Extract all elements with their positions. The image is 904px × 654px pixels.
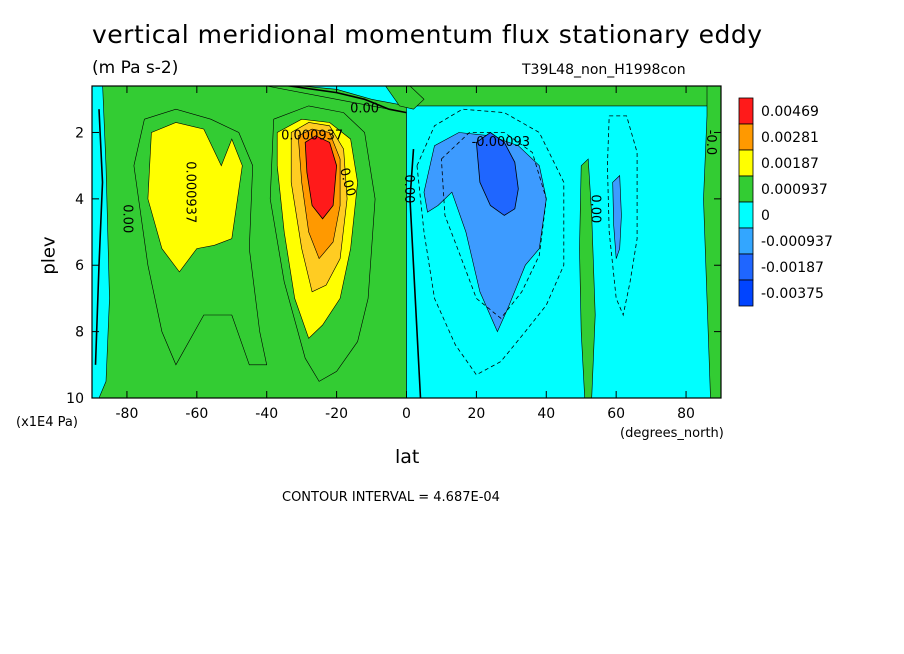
region-nh-polar-green (703, 86, 721, 398)
legend-swatch (738, 175, 754, 203)
region-nh-mid-green (579, 158, 596, 398)
region-sh-jet-red (304, 135, 338, 220)
legend-label: -0.000937 (761, 234, 833, 250)
legend-label: 0.00281 (761, 130, 819, 146)
x-tick-label: 20 (467, 406, 485, 422)
thin-contour-0 (133, 108, 268, 366)
y-tick-label: 2 (75, 125, 84, 141)
run-label: T39L48_non_H1998con (522, 62, 686, 78)
legend-swatch (738, 123, 754, 151)
y-tick-label: 8 (75, 325, 84, 341)
legend-label: 0.00187 (761, 156, 819, 172)
region-sh-green-field (92, 86, 407, 398)
x-tick-label: -80 (116, 406, 139, 422)
legend-swatch (738, 253, 754, 281)
contour-labels: 0.00 0.000937 -0.00093 0.000937 0.00 0.00 0.00… (119, 102, 718, 234)
contour-label-2: -0.00093 (472, 135, 530, 150)
x-axis-label: lat (395, 446, 420, 468)
x-tick-label: 40 (537, 406, 555, 422)
x-tick-label: 80 (677, 406, 695, 422)
shaded-regions (92, 86, 721, 398)
legend-label: -0.00375 (761, 286, 824, 302)
legend-label: 0.00469 (761, 104, 819, 120)
dashed-contour-0 (416, 108, 565, 376)
y-tick-label: 4 (75, 192, 84, 208)
x-tick-label: -20 (325, 406, 348, 422)
contour-label-4: 0.00 (119, 204, 134, 233)
legend-label: 0.000937 (761, 182, 828, 198)
legend-label: -0.00187 (761, 260, 824, 276)
x-axis-units: (degrees_north) (620, 426, 724, 441)
contour-interval: CONTOUR INTERVAL = 4.687E-04 (282, 490, 500, 505)
region-nh-blue-strip (612, 174, 622, 259)
legend-label: 0 (761, 208, 770, 224)
zero-contour-1 (409, 149, 422, 398)
legend-swatch (738, 279, 754, 307)
x-axis-ticks: -80 -60 -40 -20 0 20 40 60 80 (116, 86, 695, 422)
legend-swatch (738, 149, 754, 177)
region-nh-blue-core (475, 132, 519, 216)
y-axis-ticks: 2 4 6 8 10 (66, 125, 721, 407)
thin-contour-1 (269, 105, 376, 382)
contour-label-5: 0.00 (336, 166, 358, 198)
x-tick-label: 60 (607, 406, 625, 422)
region-nh-top-green (385, 86, 425, 110)
y-axis-units: (x1E4 Pa) (16, 415, 78, 430)
y-tick-label: 6 (75, 258, 84, 274)
region-sh-mid-yellow (147, 122, 243, 273)
legend-swatch (738, 97, 754, 125)
contour-label-3: 0.000937 (182, 161, 197, 223)
dashed-contour-2 (606, 115, 638, 317)
dashed-contour-1 (441, 132, 547, 319)
legend-swatch (738, 201, 754, 229)
chart-units: (m Pa s-2) (92, 58, 179, 78)
x-tick-label: 0 (402, 406, 411, 422)
contour-label-0: 0.00 (350, 102, 379, 117)
x-tick-label: -60 (185, 406, 208, 422)
chart-title: vertical meridional momentum flux statio… (92, 20, 763, 49)
y-tick-label: 10 (66, 391, 84, 407)
color-legend: 0.00469 0.00281 0.00187 0.000937 0 -0.000937 -… (738, 97, 833, 307)
zero-contour-2 (94, 109, 104, 365)
contour-label-1: 0.000937 (281, 128, 343, 143)
contour-label-8: -0.0 (703, 130, 718, 155)
legend-swatch (738, 227, 754, 255)
x-tick-label: -40 (255, 406, 278, 422)
contour-label-7: 0.00 (588, 194, 603, 223)
contour-label-6: 0.00 (401, 174, 416, 203)
